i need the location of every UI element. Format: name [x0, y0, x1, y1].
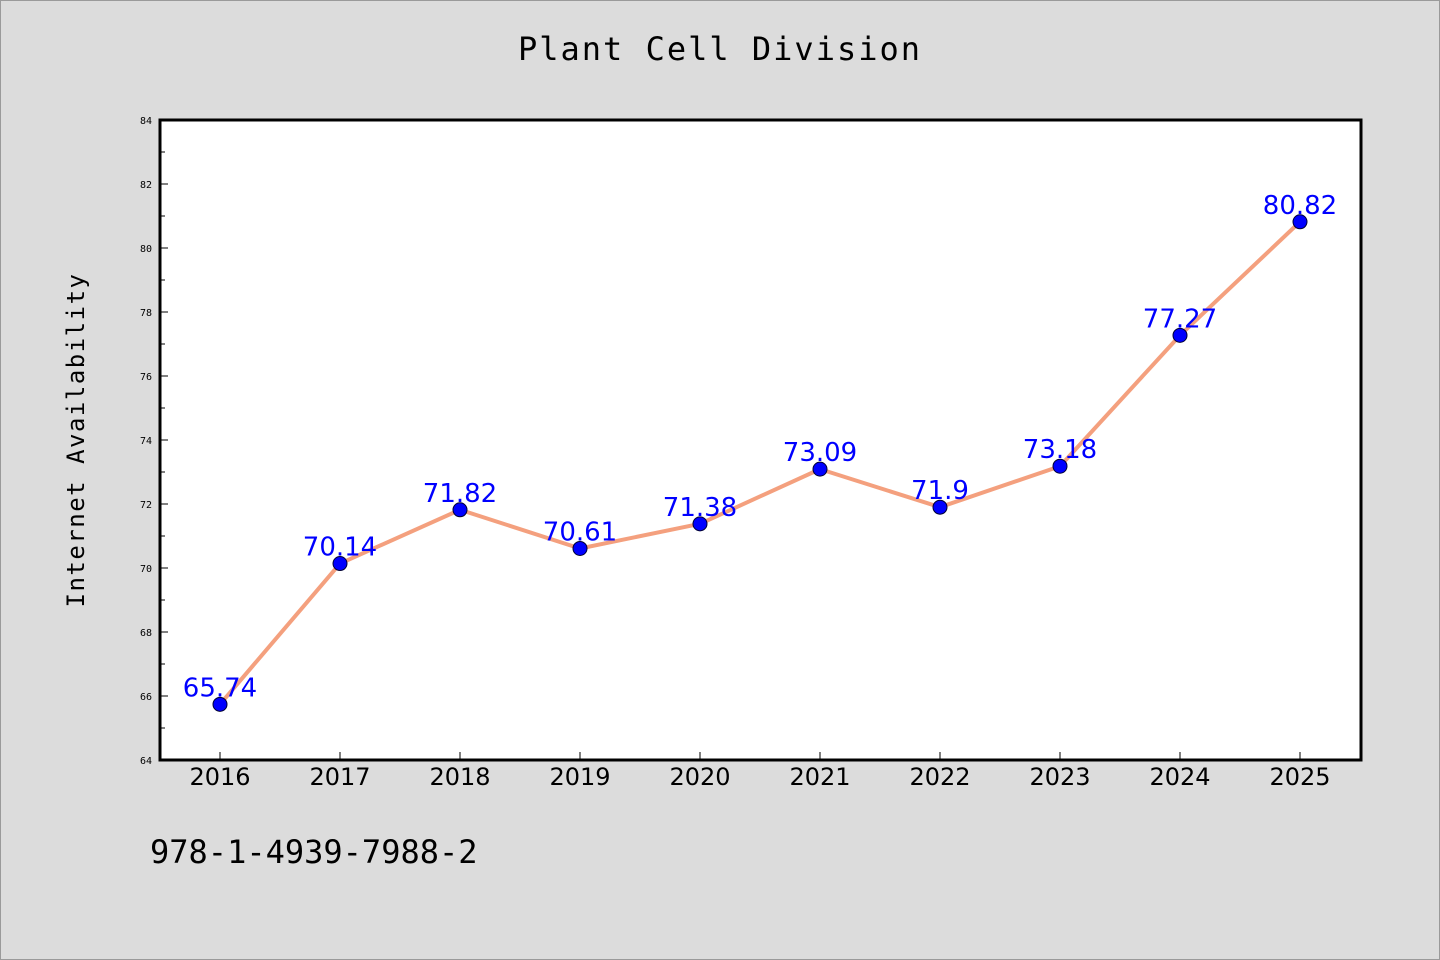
y-tick-label: 78 — [140, 308, 152, 319]
x-tick-label: 2023 — [1029, 763, 1090, 791]
chart-title: Plant Cell Division — [517, 30, 923, 68]
data-label: 71.38 — [663, 493, 737, 523]
x-tick-label: 2017 — [309, 763, 370, 791]
data-point — [932, 499, 948, 515]
data-label: 73.18 — [1023, 435, 1097, 465]
y-tick-label: 84 — [140, 116, 152, 127]
x-tick-label: 2024 — [1149, 763, 1210, 791]
data-label: 77.27 — [1143, 304, 1217, 334]
y-tick-label: 80 — [140, 244, 152, 255]
x-tick-label: 2016 — [189, 763, 250, 791]
data-point — [212, 696, 228, 712]
x-tick-label: 2021 — [789, 763, 850, 791]
x-tick-label: 2018 — [429, 763, 490, 791]
y-tick-label: 74 — [140, 436, 152, 447]
plot-area — [158, 118, 1363, 762]
x-tick-label: 2019 — [549, 763, 610, 791]
data-point — [1292, 214, 1308, 230]
x-tick-label: 2025 — [1269, 763, 1330, 791]
series-line — [218, 220, 1302, 706]
data-label: 80.82 — [1263, 191, 1337, 221]
x-tick-label: 2020 — [669, 763, 730, 791]
y-tick-label: 82 — [140, 180, 152, 191]
data-label: 71.9 — [911, 476, 969, 506]
y-tick-label: 68 — [140, 628, 152, 639]
y-tick-label: 72 — [140, 500, 152, 511]
y-tick-label: 66 — [140, 692, 152, 703]
data-point — [572, 540, 588, 556]
data-point — [1052, 458, 1068, 474]
footer-code: 978-1-4939-7988-2 — [150, 833, 478, 871]
y-tick-label: 64 — [140, 756, 152, 767]
data-point — [812, 461, 828, 477]
y-axis-label: Internet Availability — [62, 273, 90, 608]
data-label: 71.82 — [423, 479, 497, 509]
data-label: 70.14 — [303, 533, 377, 563]
data-point — [452, 502, 468, 518]
y-tick-label: 76 — [140, 372, 152, 383]
data-point — [692, 516, 708, 532]
x-tick-label: 2022 — [909, 763, 970, 791]
data-point — [1172, 327, 1188, 343]
data-label: 70.61 — [543, 517, 617, 547]
data-label: 73.09 — [783, 438, 857, 468]
y-tick-label: 70 — [140, 564, 152, 575]
data-label: 65.74 — [183, 673, 257, 703]
data-point — [332, 556, 348, 572]
